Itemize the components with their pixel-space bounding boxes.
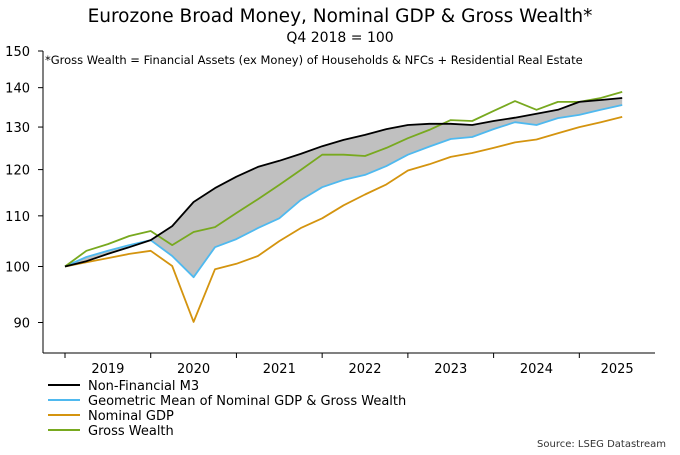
- y-tick-label: 140: [5, 82, 30, 97]
- series-line-geometric-mean-of-nominal-gdp-gross-wealth: [64, 104, 623, 279]
- y-tick-label: 120: [5, 164, 30, 179]
- x-tick-label: 2019: [91, 362, 124, 377]
- series-line-non-financial-m3: [64, 97, 623, 268]
- legend-label: Geometric Mean of Nominal GDP & Gross We…: [88, 394, 406, 409]
- shaded-band-area: [65, 98, 623, 278]
- x-tick-label: 2023: [434, 362, 467, 377]
- legend-label: Non-Financial M3: [88, 379, 199, 394]
- series-layer: [64, 91, 623, 323]
- series-line-nominal-gdp: [64, 116, 623, 323]
- legend-label: Gross Wealth: [88, 424, 174, 439]
- x-tick-label: 2021: [263, 362, 296, 377]
- legend-label: Nominal GDP: [88, 409, 174, 424]
- legend-item-non-financial-m3: Non-Financial M3: [48, 379, 199, 394]
- x-tick-label: 2024: [520, 362, 553, 377]
- y-ticks: 90 100 110 120 130 140 150: [5, 45, 43, 331]
- chart-annotation: *Gross Wealth = Financial Assets (ex Mon…: [45, 53, 583, 67]
- source-note: Source: LSEG Datastream: [537, 439, 666, 450]
- axes: [42, 51, 655, 354]
- shaded-band: [65, 98, 623, 278]
- legend-item-geometric-mean-of-nominal-gdp-gross-wealth: Geometric Mean of Nominal GDP & Gross We…: [48, 394, 406, 409]
- y-tick-label: 150: [5, 45, 30, 60]
- y-tick-label: 90: [13, 316, 30, 331]
- chart-title: Eurozone Broad Money, Nominal GDP & Gros…: [88, 6, 593, 27]
- x-ticks: 2019 2020 2021 2022 2023 2024 2025: [64, 353, 634, 377]
- y-tick-label: 100: [5, 261, 30, 276]
- legend-item-nominal-gdp: Nominal GDP: [48, 409, 174, 424]
- x-tick-label: 2025: [601, 362, 634, 377]
- legend-item-gross-wealth: Gross Wealth: [48, 424, 174, 439]
- y-tick-label: 110: [5, 210, 30, 225]
- x-tick-label: 2022: [348, 362, 381, 377]
- y-tick-label: 130: [5, 121, 30, 136]
- chart-subtitle: Q4 2018 = 100: [286, 30, 393, 46]
- x-tick-label: 2020: [177, 362, 210, 377]
